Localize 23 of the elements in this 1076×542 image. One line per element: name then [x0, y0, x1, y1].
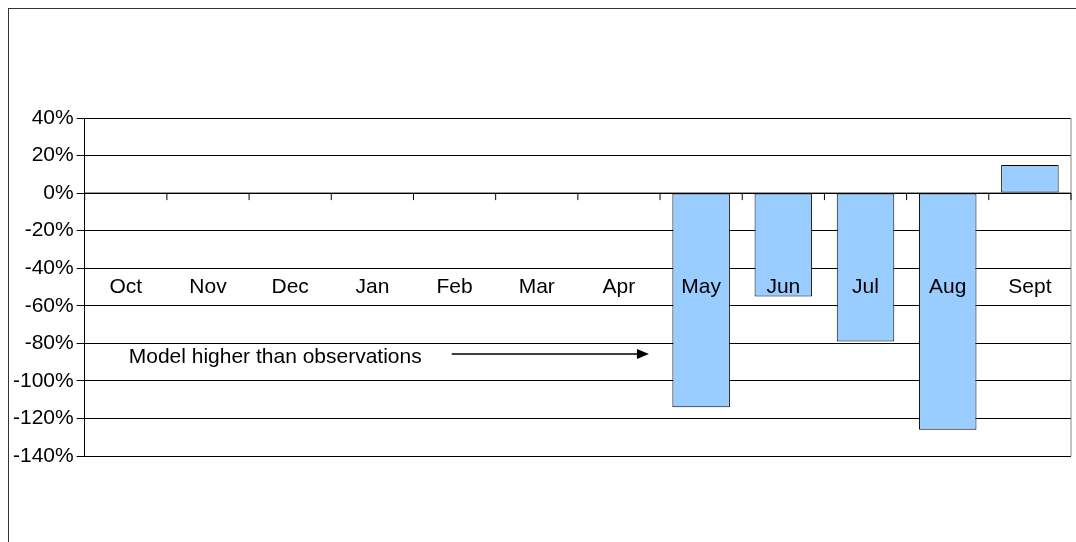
x-tick-label: Oct [109, 273, 143, 297]
y-tick-label: -100% [13, 367, 74, 391]
y-tick-label: 40% [31, 104, 74, 128]
x-tick-label: Sept [1008, 273, 1052, 297]
y-tick-label: -40% [24, 255, 74, 279]
x-tick-label: Mar [518, 273, 555, 297]
x-tick-label: Feb [436, 273, 473, 297]
x-tick-label: Apr [602, 273, 636, 297]
y-tick-label: -60% [24, 292, 74, 316]
x-tick-label: Dec [271, 273, 309, 297]
y-tick-label: -20% [24, 217, 74, 241]
x-tick-label: Jan [355, 273, 390, 297]
x-tick-label: Nov [189, 273, 228, 297]
x-tick-label: Aug [929, 273, 967, 297]
y-tick-label: -120% [13, 405, 74, 429]
annotation: Model higher than observations [128, 343, 422, 367]
x-tick-label: May [681, 273, 722, 297]
y-tick-label: -140% [13, 442, 74, 466]
y-tick-label: 0% [43, 179, 74, 203]
x-tick-label: Jun [766, 273, 801, 297]
y-tick-label: 20% [31, 142, 74, 166]
y-tick-label: -80% [24, 330, 74, 354]
x-tick-label: Jul [852, 273, 879, 297]
